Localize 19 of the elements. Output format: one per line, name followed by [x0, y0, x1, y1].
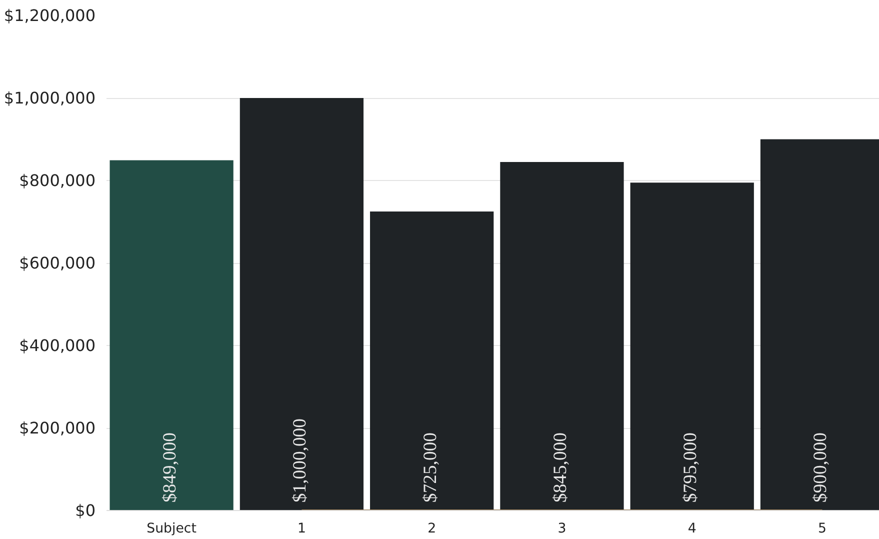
y-tick-label: $400,000	[19, 336, 96, 355]
x-tick-label: Subject	[146, 522, 196, 536]
x-tick-label: 3	[558, 522, 566, 536]
y-tick-label: $600,000	[19, 254, 96, 272]
y-tick-label: $0	[75, 501, 96, 520]
y-tick-label: $1,000,000	[4, 88, 96, 108]
data-label: $900,000	[810, 432, 832, 502]
y-tick-label: $800,000	[19, 171, 96, 190]
x-tick-label: 4	[688, 522, 696, 536]
data-label: $795,000	[680, 432, 702, 502]
data-label: $845,000	[550, 432, 571, 502]
x-tick-label: 2	[428, 522, 436, 536]
data-label: $1,000,000	[290, 418, 311, 502]
y-tick-label: $1,200,000	[4, 6, 96, 25]
data-label: $725,000	[420, 432, 441, 502]
x-tick-label: 1	[297, 522, 306, 536]
data-label: $849,000	[160, 432, 181, 502]
y-tick-label: $200,000	[19, 418, 96, 438]
x-tick-label: 5	[818, 522, 826, 536]
